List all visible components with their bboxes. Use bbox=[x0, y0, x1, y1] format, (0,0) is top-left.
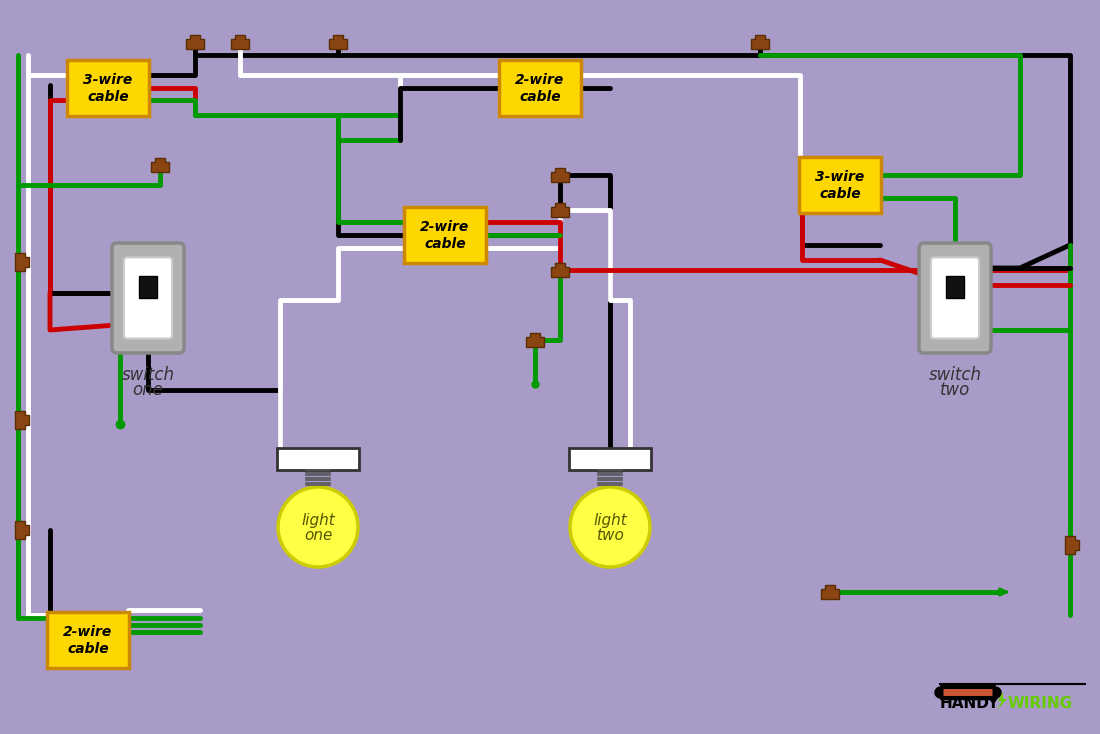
Text: WIRING: WIRING bbox=[1008, 696, 1074, 711]
Polygon shape bbox=[15, 521, 29, 539]
FancyBboxPatch shape bbox=[799, 157, 881, 213]
FancyBboxPatch shape bbox=[112, 243, 184, 353]
Polygon shape bbox=[551, 168, 569, 182]
FancyBboxPatch shape bbox=[404, 207, 486, 263]
Text: light: light bbox=[593, 512, 627, 528]
Text: one: one bbox=[133, 381, 164, 399]
Polygon shape bbox=[551, 203, 569, 217]
Bar bbox=[277, 448, 359, 470]
FancyBboxPatch shape bbox=[124, 258, 172, 338]
Polygon shape bbox=[1065, 536, 1079, 554]
Text: cable: cable bbox=[519, 90, 561, 104]
FancyBboxPatch shape bbox=[499, 60, 581, 116]
FancyBboxPatch shape bbox=[67, 60, 148, 116]
Polygon shape bbox=[15, 253, 29, 271]
Bar bbox=[569, 448, 651, 470]
Text: cable: cable bbox=[67, 642, 109, 656]
Polygon shape bbox=[751, 35, 769, 49]
Text: 2-wire: 2-wire bbox=[64, 625, 112, 639]
Text: 2-wire: 2-wire bbox=[516, 73, 564, 87]
Text: light: light bbox=[301, 512, 334, 528]
Text: switch: switch bbox=[928, 366, 981, 384]
FancyBboxPatch shape bbox=[47, 612, 129, 668]
FancyBboxPatch shape bbox=[918, 243, 991, 353]
Polygon shape bbox=[329, 35, 346, 49]
Bar bbox=[946, 275, 964, 298]
Polygon shape bbox=[15, 411, 29, 429]
Circle shape bbox=[278, 487, 358, 567]
Text: 3-wire: 3-wire bbox=[84, 73, 133, 87]
Text: two: two bbox=[596, 528, 624, 543]
Polygon shape bbox=[151, 158, 169, 172]
Text: one: one bbox=[304, 528, 332, 543]
Text: switch: switch bbox=[121, 366, 175, 384]
Polygon shape bbox=[551, 263, 569, 277]
Polygon shape bbox=[231, 35, 249, 49]
Text: cable: cable bbox=[820, 187, 861, 201]
Text: 2-wire: 2-wire bbox=[420, 220, 470, 234]
Polygon shape bbox=[186, 35, 204, 49]
Polygon shape bbox=[526, 333, 544, 347]
Polygon shape bbox=[997, 692, 1006, 710]
FancyBboxPatch shape bbox=[931, 258, 979, 338]
Bar bbox=[139, 275, 157, 298]
Text: cable: cable bbox=[87, 90, 129, 104]
Text: HANDY: HANDY bbox=[940, 696, 1000, 711]
Text: two: two bbox=[939, 381, 970, 399]
Circle shape bbox=[570, 487, 650, 567]
Polygon shape bbox=[821, 585, 839, 599]
Text: 3-wire: 3-wire bbox=[815, 170, 865, 184]
Text: cable: cable bbox=[425, 237, 465, 251]
